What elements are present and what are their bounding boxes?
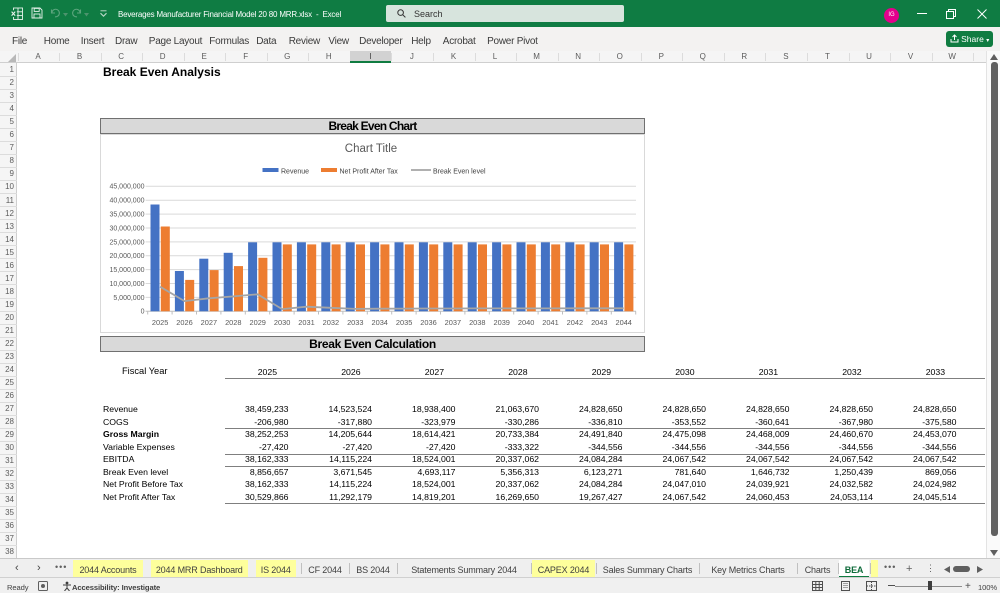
- svg-text:2034: 2034: [371, 318, 387, 327]
- svg-text:2027: 2027: [201, 318, 217, 327]
- svg-text:0: 0: [141, 309, 145, 316]
- svg-text:2037: 2037: [445, 318, 461, 327]
- svg-text:Revenue: Revenue: [281, 169, 309, 176]
- svg-text:2035: 2035: [396, 318, 412, 327]
- svg-text:2044: 2044: [615, 318, 631, 327]
- svg-text:35,000,000: 35,000,000: [109, 212, 144, 219]
- svg-text:25,000,000: 25,000,000: [109, 239, 144, 246]
- svg-text:2040: 2040: [518, 318, 534, 327]
- svg-text:40,000,000: 40,000,000: [109, 198, 144, 205]
- svg-text:15,000,000: 15,000,000: [109, 267, 144, 274]
- svg-text:2031: 2031: [298, 318, 314, 327]
- svg-text:2038: 2038: [469, 318, 485, 327]
- svg-text:2036: 2036: [420, 318, 436, 327]
- svg-text:30,000,000: 30,000,000: [109, 225, 144, 232]
- svg-text:10,000,000: 10,000,000: [109, 281, 144, 288]
- svg-text:2042: 2042: [567, 318, 583, 327]
- svg-text:Net Profit After Tax: Net Profit After Tax: [340, 169, 399, 176]
- svg-text:2032: 2032: [323, 318, 339, 327]
- svg-text:5,000,000: 5,000,000: [113, 295, 144, 302]
- svg-text:45,000,000: 45,000,000: [109, 184, 144, 191]
- svg-text:2028: 2028: [225, 318, 241, 327]
- svg-text:2043: 2043: [591, 318, 607, 327]
- svg-text:Break Even level: Break Even level: [433, 169, 486, 176]
- svg-text:2030: 2030: [274, 318, 290, 327]
- svg-text:2039: 2039: [493, 318, 509, 327]
- svg-text:2029: 2029: [249, 318, 265, 327]
- svg-text:2026: 2026: [176, 318, 192, 327]
- svg-text:2025: 2025: [152, 318, 168, 327]
- svg-text:2041: 2041: [542, 318, 558, 327]
- svg-text:Chart Title: Chart Title: [345, 143, 397, 155]
- svg-text:20,000,000: 20,000,000: [109, 253, 144, 260]
- svg-text:2033: 2033: [347, 318, 363, 327]
